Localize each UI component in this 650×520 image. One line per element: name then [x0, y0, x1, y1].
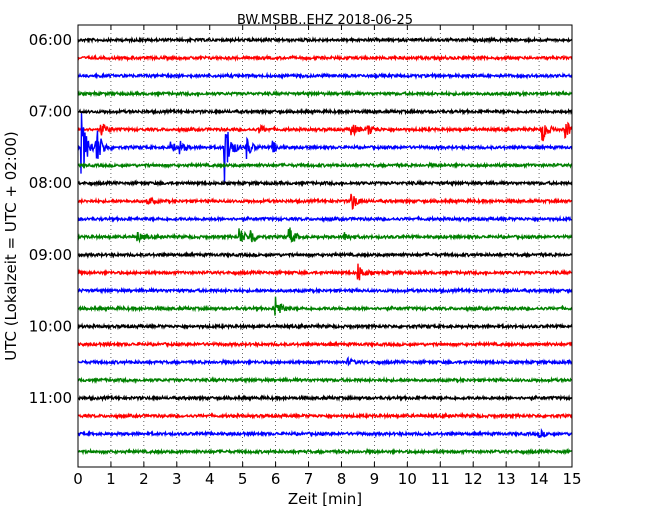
chart-title: BW.MSBB..EHZ 2018-06-25: [237, 13, 413, 28]
trace-line: [77, 375, 573, 385]
plot-frame: [77, 24, 573, 468]
trace-line: [77, 447, 573, 456]
grid-lines: [110, 25, 540, 467]
trace-line: [77, 161, 573, 170]
y-tick-label: 11:00: [29, 389, 72, 407]
trace-line: [77, 250, 573, 260]
trace-line: [77, 263, 573, 281]
y-axis-label: UTC (Lokalzeit = UTC + 02:00): [2, 131, 20, 361]
y-tick-label: 07:00: [29, 103, 72, 121]
x-tick-label: 15: [562, 470, 581, 488]
x-tick-labels: 0 1 2 3 4 5 6 7 8 9 10 11 12 13 14 15: [73, 470, 581, 488]
trace-line: [77, 286, 573, 295]
trace-line: [77, 322, 573, 331]
x-tick-label: 3: [172, 470, 182, 488]
trace-line: [77, 53, 573, 63]
trace-line: [77, 193, 573, 211]
axis-ticks: [77, 25, 573, 467]
trace-line: [77, 71, 573, 80]
trace-line: [77, 428, 573, 439]
y-tick-label: 09:00: [29, 246, 72, 264]
y-tick-label: 08:00: [29, 174, 72, 192]
x-tick-label: 12: [464, 470, 483, 488]
x-tick-label: 14: [530, 470, 549, 488]
trace-line: [77, 411, 573, 420]
x-tick-label: 4: [205, 470, 215, 488]
x-tick-label: 1: [106, 470, 116, 488]
x-tick-label: 5: [238, 470, 248, 488]
x-tick-label: 11: [431, 470, 450, 488]
x-tick-label: 0: [73, 470, 83, 488]
y-tick-labels: 06:00 07:00 08:00 09:00 10:00 11:00: [29, 31, 72, 407]
trace-line: [77, 227, 573, 244]
x-axis-label: Zeit [min]: [288, 490, 362, 508]
trace-line: [77, 121, 573, 142]
trace-line: [77, 89, 573, 98]
trace-lines: [77, 35, 573, 456]
trace-line: [77, 113, 573, 183]
x-tick-label: 2: [139, 470, 149, 488]
trace-line: [77, 296, 573, 316]
y-tick-label: 06:00: [29, 31, 72, 49]
x-tick-label: 7: [304, 470, 314, 488]
x-tick-label: 9: [370, 470, 380, 488]
x-tick-label: 8: [337, 470, 347, 488]
trace-line: [77, 107, 573, 116]
x-tick-label: 13: [497, 470, 516, 488]
trace-line: [77, 393, 573, 403]
trace-line: [77, 214, 573, 224]
trace-line: [77, 35, 573, 44]
trace-line: [77, 340, 573, 349]
trace-line: [77, 179, 573, 188]
y-tick-label: 10:00: [29, 317, 72, 335]
trace-line: [77, 356, 573, 367]
x-tick-label: 10: [398, 470, 417, 488]
x-tick-label: 6: [271, 470, 281, 488]
